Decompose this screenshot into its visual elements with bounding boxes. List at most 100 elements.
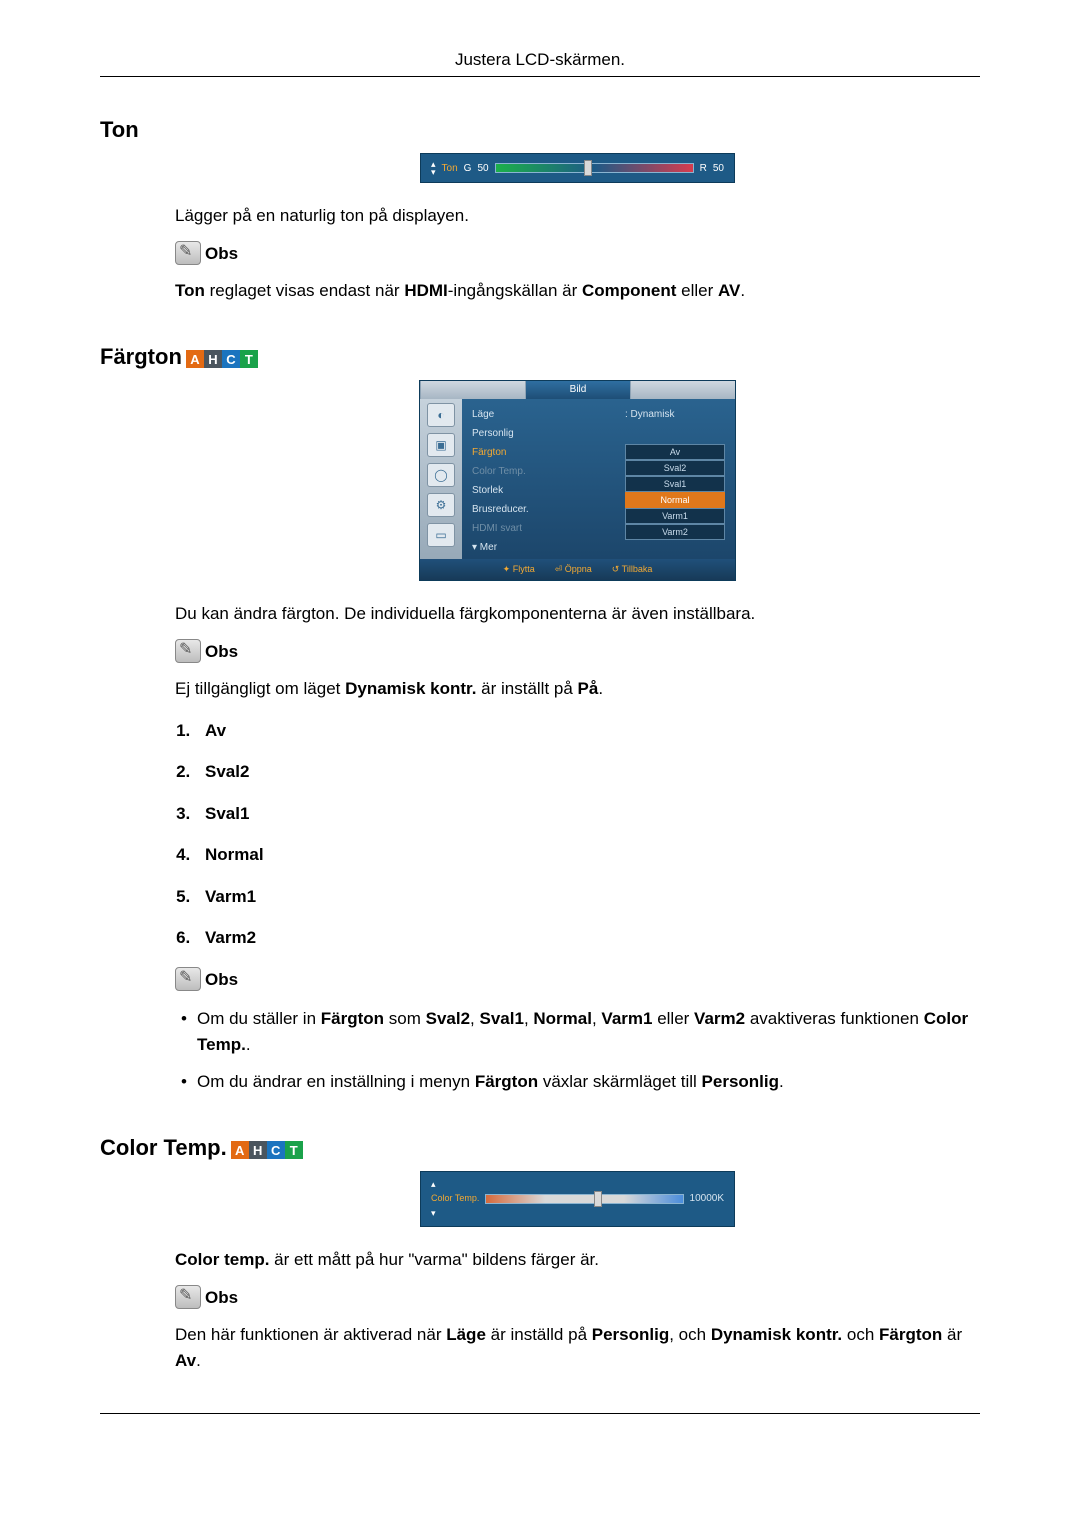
colortemp-note-text: Den här funktionen är aktiverad när Läge… — [175, 1322, 980, 1373]
colortemp-osd-panel: ▴ Color Temp. ▾ 10000K — [420, 1171, 735, 1228]
note-icon — [175, 967, 201, 991]
text: avaktiveras funktionen — [745, 1009, 924, 1028]
ton-osd-label: Ton — [442, 161, 458, 176]
osd-menu-label: Storlek — [472, 483, 615, 498]
osd-tab-blank2 — [630, 381, 735, 399]
osd-menu-label: Färgton — [472, 445, 615, 460]
osd-footer-item: ✦ Flytta — [503, 563, 535, 577]
text: eller — [652, 1009, 694, 1028]
arrow-up-icon: ▴ — [431, 1178, 436, 1192]
fargton-option-list: AvSval2Sval1NormalVarm1Varm2 — [195, 718, 980, 951]
text: Dynamisk kontr. — [345, 679, 476, 698]
osd-menu-label: ▾ Mer — [472, 540, 615, 555]
text: reglaget visas endast när — [205, 281, 404, 300]
osd-side-icon: ◐ — [427, 403, 455, 427]
osd-labels-col: LägePersonligFärgtonColor Temp.StorlekBr… — [472, 407, 615, 555]
text: . — [740, 281, 745, 300]
text: Sval1 — [480, 1009, 524, 1028]
osd-side-icon: ▭ — [427, 523, 455, 547]
ton-desc: Lägger på en naturlig ton på displayen. — [175, 203, 980, 229]
text: och — [842, 1325, 879, 1344]
badge-h-icon: H — [249, 1141, 267, 1159]
text: Av — [175, 1351, 196, 1370]
text: -ingångskällan är — [448, 281, 582, 300]
arrow-up-down-icon: ▴▾ — [431, 160, 436, 176]
osd-values-col: : Dynamisk AvSval2Sval1NormalVarm1Varm2 — [625, 407, 725, 555]
osd-side-icon: ◯ — [427, 463, 455, 487]
text: , — [524, 1009, 533, 1028]
text: som — [384, 1009, 426, 1028]
ton-slider-track — [495, 163, 694, 173]
text: Om du ändrar en inställning i menyn — [197, 1072, 475, 1091]
text: Personlig — [592, 1325, 669, 1344]
osd-tab-active: Bild — [525, 381, 630, 399]
list-item: Varm2 — [195, 925, 980, 951]
badge-c-icon: C — [222, 350, 240, 368]
text: , och — [669, 1325, 711, 1344]
osd-menu-value: Varm1 — [625, 508, 725, 524]
text: , — [592, 1009, 601, 1028]
text: Sval2 — [426, 1009, 470, 1028]
osd-menu-value: Av — [625, 444, 725, 460]
osd-menu-value: Sval1 — [625, 476, 725, 492]
osd-menu-value: Normal — [625, 492, 725, 508]
text: Ton — [175, 281, 205, 300]
text: Färgton — [321, 1009, 384, 1028]
osd-tabs: Bild — [420, 381, 735, 399]
text: Component — [582, 281, 676, 300]
text: Color temp. — [175, 1250, 269, 1269]
osd-menu-label: Brusreducer. — [472, 502, 615, 517]
text: växlar skärmläget till — [538, 1072, 701, 1091]
list-item: Normal — [195, 842, 980, 868]
text: . — [598, 679, 603, 698]
heading-badges: AHCT — [231, 1135, 303, 1161]
ct-slider-track — [485, 1194, 683, 1204]
bullet-item: Om du ändrar en inställning i menyn Färg… — [175, 1069, 980, 1095]
text: eller — [676, 281, 718, 300]
text: är — [942, 1325, 962, 1344]
heading-ton: Ton — [100, 117, 980, 143]
heading-colortemp: Color Temp. AHCT — [100, 1135, 980, 1161]
osd-menu-label: Läge — [472, 407, 615, 422]
heading-fargton: Färgton AHCT — [100, 344, 980, 370]
osd-footer: ✦ Flytta ⏎ Öppna ↺ Tillbaka — [420, 559, 735, 581]
osd-right-first: : Dynamisk — [625, 407, 725, 422]
text: Färgton — [475, 1072, 538, 1091]
badge-t-icon: T — [240, 350, 258, 368]
text: Varm1 — [601, 1009, 652, 1028]
ct-osd-label: Color Temp. — [431, 1192, 479, 1206]
text: Den här funktionen är aktiverad när — [175, 1325, 446, 1344]
text: Om du ställer in — [197, 1009, 321, 1028]
bottom-rule — [100, 1413, 980, 1414]
fargton-notes-list: Om du ställer in Färgton som Sval2, Sval… — [175, 1006, 980, 1095]
section-ton: Ton ▴▾ Ton G 50 R 50 Lägger på en naturl… — [100, 117, 980, 304]
text: Varm2 — [694, 1009, 745, 1028]
text: Ej tillgängligt om läget — [175, 679, 345, 698]
badge-t-icon: T — [285, 1141, 303, 1159]
list-item: Sval1 — [195, 801, 980, 827]
section-colortemp: Color Temp. AHCT ▴ Color Temp. ▾ 10000K — [100, 1135, 980, 1374]
badge-h-icon: H — [204, 350, 222, 368]
page-header: Justera LCD-skärmen. — [100, 50, 980, 77]
text: . — [246, 1035, 251, 1054]
ct-osd-value: 10000K — [690, 1191, 724, 1206]
note-icon — [175, 639, 201, 663]
osd-menu-value: Sval2 — [625, 460, 725, 476]
osd-footer-item: ↺ Tillbaka — [612, 563, 653, 577]
ton-osd-g: G — [464, 161, 472, 176]
text: Dynamisk kontr. — [711, 1325, 842, 1344]
note-icon — [175, 241, 201, 265]
text: HDMI — [404, 281, 447, 300]
text: är inställt på — [476, 679, 577, 698]
badge-a-icon: A — [186, 350, 204, 368]
heading-text: Color Temp. — [100, 1135, 227, 1161]
osd-footer-item: ⏎ Öppna — [555, 563, 592, 577]
text: . — [196, 1351, 201, 1370]
osd-menu-label: HDMI svart — [472, 521, 615, 536]
arrow-down-icon: ▾ — [431, 1207, 436, 1221]
ton-osd-panel: ▴▾ Ton G 50 R 50 — [420, 153, 735, 183]
osd-menu-value: Varm2 — [625, 524, 725, 540]
heading-badges: AHCT — [186, 344, 258, 370]
ton-note-text: Ton reglaget visas endast när HDMI-ingån… — [175, 278, 980, 304]
text: Normal — [533, 1009, 592, 1028]
